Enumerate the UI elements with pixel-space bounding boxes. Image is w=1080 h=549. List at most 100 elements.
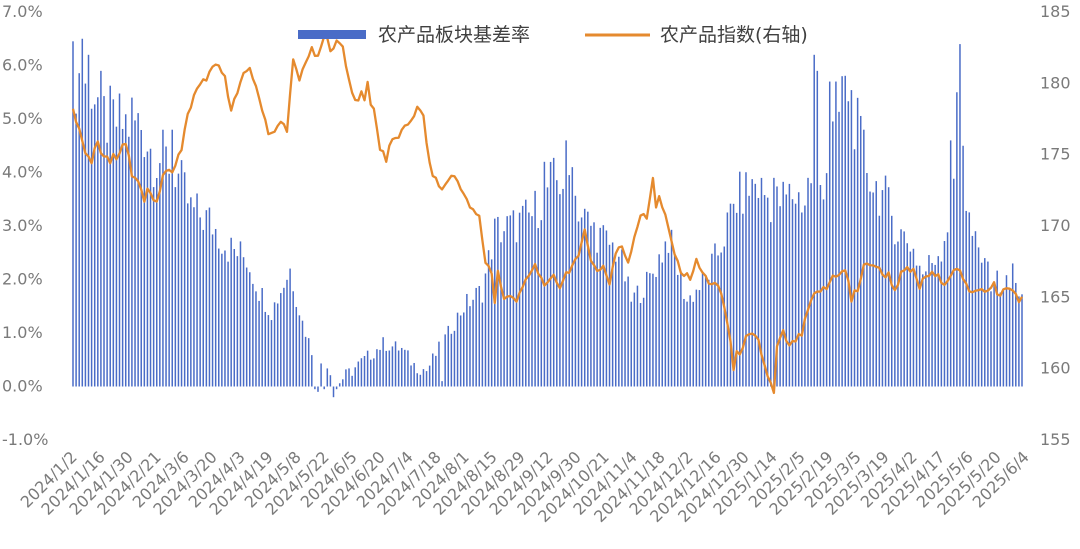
basis-rate-bar <box>760 177 763 387</box>
basis-rate-bar <box>221 253 223 387</box>
basis-rate-bar <box>385 350 387 387</box>
basis-rate-bar <box>75 113 77 387</box>
basis-rate-bar <box>593 222 595 387</box>
legend-label-bar: 农产品板块基差率 <box>378 24 530 46</box>
basis-rate-bar <box>317 386 319 392</box>
basis-rate-bar <box>382 337 384 387</box>
basis-rate-bar <box>459 315 462 387</box>
basis-rate-bar <box>245 267 248 387</box>
basis-rate-bar <box>866 173 868 387</box>
basis-rate-bar <box>828 81 831 387</box>
basis-rate-bar <box>466 293 468 387</box>
basis-rate-bar <box>171 129 173 387</box>
basis-rate-bar <box>822 199 825 387</box>
basis-rate-bar <box>264 311 267 387</box>
basis-rate-bar <box>230 237 232 387</box>
right-axis-labels: 155 160 165 170 175 180 185 <box>1040 2 1071 449</box>
basis-rate-bar <box>475 287 477 387</box>
basis-rate-bar <box>413 362 415 387</box>
basis-rate-bar <box>345 369 347 387</box>
basis-rate-bar <box>925 271 927 387</box>
basis-rate-bar <box>487 250 490 387</box>
basis-rate-bar <box>304 336 307 387</box>
basis-rate-bar <box>137 113 139 387</box>
basis-rate-bar <box>980 262 983 387</box>
basis-rate-bar <box>273 302 276 387</box>
basis-rate-bar <box>853 149 856 387</box>
basis-rate-bar <box>326 368 329 387</box>
basis-rate-bar <box>357 361 360 387</box>
basis-rate-bar <box>379 349 381 387</box>
right-axis-tick-label: 180 <box>1040 73 1071 92</box>
basis-rate-bar <box>915 265 918 387</box>
basis-rate-bar <box>453 330 456 387</box>
basis-rate-bar <box>912 248 915 387</box>
basis-rate-bar <box>444 334 446 387</box>
basis-rate-bar <box>720 252 722 387</box>
basis-rate-bar <box>661 262 663 387</box>
basis-rate-bar <box>425 371 428 387</box>
basis-rate-bar <box>701 272 704 387</box>
basis-rate-bar <box>159 163 161 387</box>
basis-rate-bar <box>894 244 896 387</box>
basis-rate-bar <box>218 248 220 387</box>
basis-rate-bar <box>280 293 282 387</box>
basis-rate-bar <box>93 104 96 387</box>
basis-rate-bar <box>1018 296 1020 387</box>
line-series <box>71 35 1023 395</box>
basis-rate-bar <box>658 254 660 387</box>
basis-rate-bar <box>670 229 673 387</box>
basis-rate-bar <box>999 292 1002 387</box>
basis-rate-bar <box>639 303 642 387</box>
basis-rate-bar <box>577 221 580 387</box>
right-axis-tick-label: 175 <box>1040 145 1071 164</box>
basis-rate-bar <box>645 271 648 387</box>
basis-rate-bar <box>624 281 626 387</box>
basis-rate-bar <box>369 359 372 387</box>
basis-rate-bar <box>155 178 158 387</box>
basis-rate-bar <box>267 315 270 387</box>
basis-rate-bar <box>211 234 214 387</box>
basis-rate-bar <box>286 279 288 387</box>
basis-rate-bar <box>416 373 418 387</box>
basis-rate-bar <box>735 212 738 387</box>
basis-rate-bar <box>680 271 682 387</box>
basis-rate-bar <box>506 216 508 387</box>
basis-rate-bar <box>428 365 431 387</box>
basis-rate-bar <box>571 167 574 387</box>
right-axis-tick-label: 165 <box>1040 287 1071 306</box>
basis-rate-bar <box>742 213 744 387</box>
basis-rate-bar <box>515 242 518 387</box>
basis-rate-bar <box>655 276 657 387</box>
basis-rate-bar <box>528 212 530 387</box>
basis-rate-bar <box>419 374 422 387</box>
basis-rate-bar <box>642 297 645 387</box>
basis-rate-bar <box>804 205 806 387</box>
left-axis-tick-label: 6.0% <box>2 56 43 75</box>
basis-rate-bar <box>782 181 784 387</box>
basis-rate-bar <box>469 306 471 387</box>
basis-rate-bar <box>819 185 822 387</box>
left-axis-labels: -1.0% 0.0% 1.0% 2.0% 3.0% 4.0% 5.0% 6.0% 7.0% <box>2 2 48 449</box>
basis-rate-bar <box>580 217 583 387</box>
basis-rate-bar <box>602 225 605 387</box>
basis-rate-bar <box>261 288 263 387</box>
basis-rate-bar <box>754 183 757 387</box>
basis-rate-bar <box>214 228 217 387</box>
basis-rate-bar <box>490 259 493 387</box>
basis-rate-bar <box>168 173 170 387</box>
basis-rate-bar <box>677 274 679 387</box>
basis-rate-bar <box>993 285 995 387</box>
basis-rate-bar <box>307 338 310 387</box>
basis-rate-bar <box>918 265 921 387</box>
basis-rate-bar <box>100 70 102 387</box>
basis-rate-bar <box>332 386 335 398</box>
basis-rate-bar <box>971 235 974 387</box>
basis-rate-bar <box>704 275 707 387</box>
left-axis-tick-label: 1.0% <box>2 323 43 342</box>
basis-rate-bar <box>376 349 378 387</box>
basis-rate-bar <box>208 207 211 387</box>
basis-rate-bar <box>193 207 195 387</box>
basis-rate-bar <box>90 108 93 387</box>
basis-rate-bar <box>112 99 115 387</box>
